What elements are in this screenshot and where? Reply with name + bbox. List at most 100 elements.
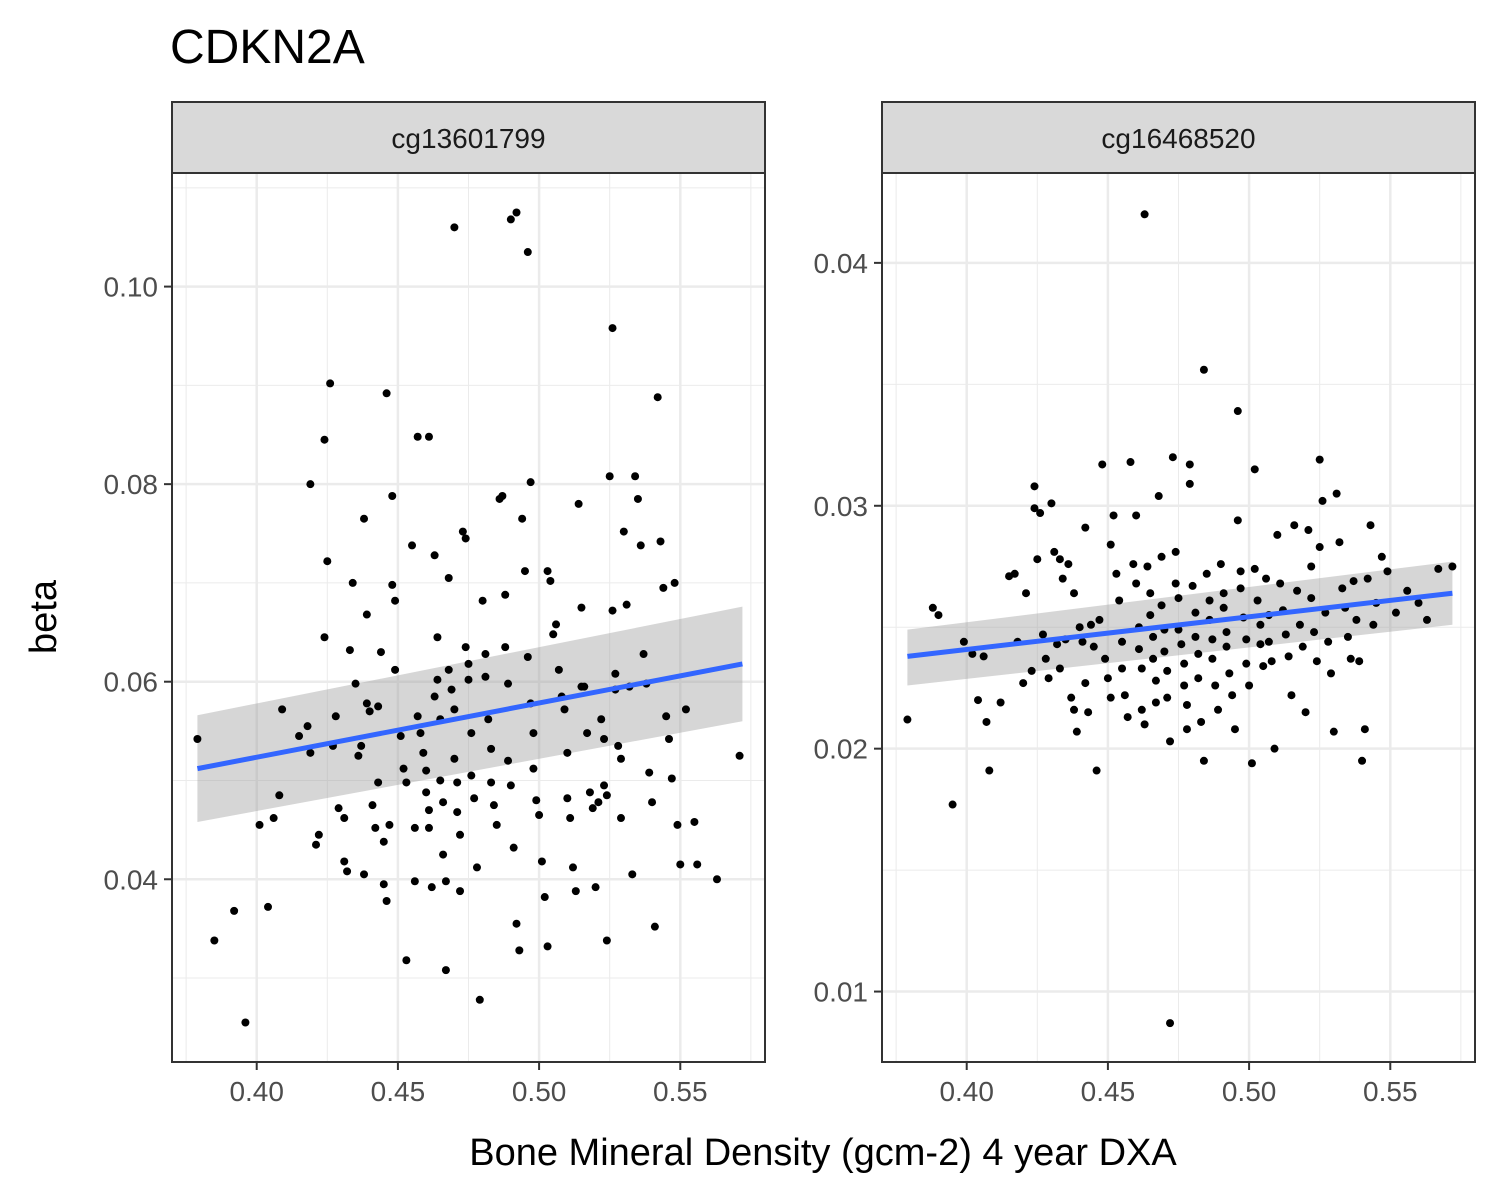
data-point: [453, 778, 462, 787]
y-tick-label: 0.02: [814, 734, 869, 765]
data-point: [1434, 564, 1443, 573]
data-point: [546, 576, 555, 585]
data-point: [444, 665, 453, 674]
data-point: [360, 514, 369, 523]
data-point: [320, 435, 329, 444]
data-point: [1146, 589, 1155, 598]
data-point: [424, 432, 433, 441]
data-point: [974, 696, 983, 705]
data-point: [537, 857, 546, 866]
y-tick-label: 0.10: [104, 272, 159, 303]
data-point: [269, 814, 278, 823]
y-tick-label: 0.04: [814, 248, 869, 279]
data-point: [1036, 509, 1045, 518]
data-point: [1171, 579, 1180, 588]
data-point: [979, 652, 988, 661]
panel-cg16468520: cg16468520 0.40 0.45 0.50 0.550.010.020.030…: [814, 101, 1476, 1107]
regression-line: [196, 661, 743, 772]
data-point: [903, 715, 912, 724]
data-point: [959, 637, 968, 646]
panel-cg13601799: cg13601799 0.40 0.45 0.50 0.550.040.060.080…: [104, 101, 766, 1107]
data-point: [934, 611, 943, 620]
x-tick-label: 0.55: [653, 1076, 708, 1107]
data-point: [1346, 654, 1355, 663]
data-point: [368, 801, 377, 810]
data-point: [1053, 640, 1062, 649]
x-tick-label: 0.50: [512, 1076, 567, 1107]
data-point: [1055, 555, 1064, 564]
data-point: [659, 583, 668, 592]
data-point: [600, 734, 609, 743]
data-point: [450, 754, 459, 763]
data-point: [365, 707, 374, 716]
data-point: [379, 837, 388, 846]
data-point: [648, 798, 657, 807]
data-point: [529, 729, 538, 738]
data-point: [1022, 589, 1031, 598]
data-point: [1338, 584, 1347, 593]
data-point: [450, 705, 459, 714]
data-point: [1134, 645, 1143, 654]
data-point: [320, 633, 329, 642]
data-point: [619, 527, 628, 536]
data-point: [1358, 756, 1367, 765]
data-point: [1182, 700, 1191, 709]
data-point: [1129, 560, 1138, 569]
data-point: [1033, 555, 1042, 564]
data-point: [1180, 659, 1189, 668]
data-point: [357, 741, 366, 750]
data-point: [662, 712, 671, 721]
data-point: [1307, 562, 1316, 571]
data-point: [1326, 669, 1335, 678]
data-point: [492, 820, 501, 829]
x-axis-title: Bone Mineral Density (gcm-2) 4 year DXA: [469, 1132, 1177, 1174]
data-point: [1109, 511, 1118, 520]
data-point: [461, 643, 470, 652]
data-point: [523, 653, 532, 662]
data-point: [1149, 654, 1158, 663]
data-point: [481, 650, 490, 659]
data-point: [1284, 652, 1293, 661]
data-point: [1295, 620, 1304, 629]
data-point: [470, 794, 479, 803]
data-point: [1070, 589, 1079, 598]
data-point: [1151, 676, 1160, 685]
data-point: [441, 877, 450, 886]
x-tick-label: 0.40: [939, 1076, 994, 1107]
data-point: [444, 573, 453, 582]
data-point: [255, 820, 264, 829]
data-point: [1166, 737, 1175, 746]
data-point: [1075, 623, 1084, 632]
data-point: [413, 712, 422, 721]
data-point: [1216, 560, 1225, 569]
data-point: [461, 534, 470, 543]
data-point: [1115, 596, 1124, 605]
data-point: [1154, 492, 1163, 501]
data-point: [1250, 465, 1259, 474]
data-point: [614, 741, 623, 750]
data-point: [1177, 640, 1186, 649]
data-point: [1259, 662, 1268, 671]
data-point: [563, 794, 572, 803]
data-point: [1270, 744, 1279, 753]
data-point: [1106, 693, 1115, 702]
data-point: [396, 732, 405, 741]
data-point: [439, 850, 448, 859]
data-point: [1312, 657, 1321, 666]
data-point: [1149, 632, 1158, 641]
data-point: [1250, 564, 1259, 573]
data-point: [667, 774, 676, 783]
data-point: [1352, 615, 1361, 624]
data-point: [1225, 669, 1234, 678]
data-point: [1422, 615, 1431, 624]
data-point: [1211, 681, 1220, 690]
data-point: [430, 692, 439, 701]
data-point: [540, 893, 549, 902]
data-point: [410, 823, 419, 832]
data-point: [1233, 407, 1242, 416]
data-point: [636, 541, 645, 550]
data-point: [552, 620, 561, 629]
data-point: [1383, 567, 1392, 576]
data-point: [1118, 664, 1127, 673]
data-point: [1180, 681, 1189, 690]
